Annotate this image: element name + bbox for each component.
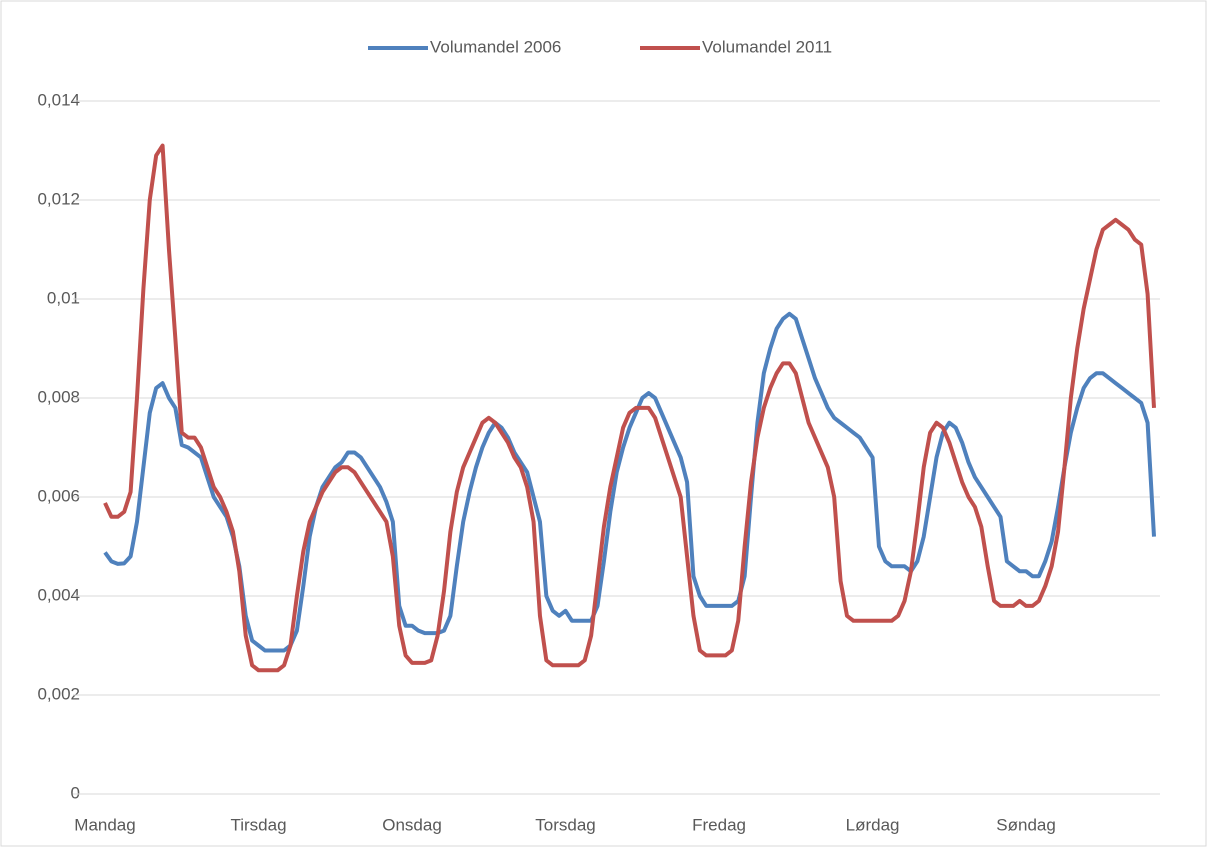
y-tick-label: 0,004 <box>37 585 80 604</box>
y-tick-label: 0,01 <box>47 288 80 307</box>
series-line <box>103 311 1156 653</box>
x-tick-label: Tirsdag <box>230 815 286 834</box>
y-tick-label: 0,014 <box>37 90 80 109</box>
x-tick-label: Søndag <box>996 815 1056 834</box>
x-tick-label: Mandag <box>74 815 135 834</box>
y-tick-label: 0,012 <box>37 189 80 208</box>
y-tick-label: 0,008 <box>37 387 80 406</box>
y-tick-label: 0,002 <box>37 684 80 703</box>
x-tick-label: Torsdag <box>535 815 595 834</box>
legend-label: Volumandel 2011 <box>702 37 832 56</box>
y-tick-label: 0 <box>71 783 80 802</box>
x-tick-label: Onsdag <box>382 815 442 834</box>
x-tick-label: Fredag <box>692 815 746 834</box>
y-tick-label: 0,006 <box>37 486 80 505</box>
legend-label: Volumandel 2006 <box>430 37 561 56</box>
series-line <box>103 143 1156 673</box>
x-tick-label: Lørdag <box>846 815 900 834</box>
